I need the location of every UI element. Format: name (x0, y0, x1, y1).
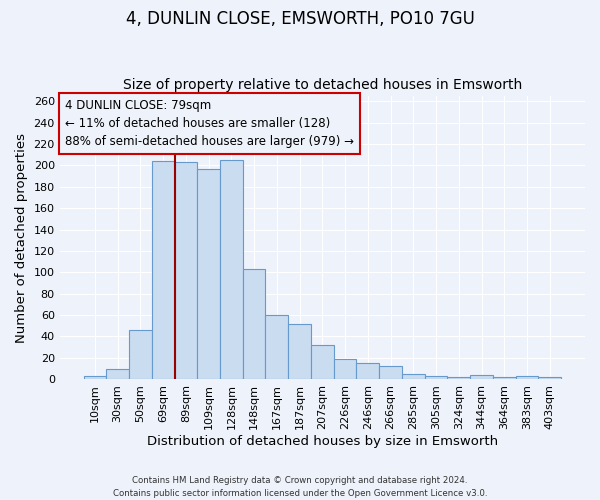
Bar (538, 377, 561, 379)
Bar (265, 315, 288, 379)
Bar (334, 359, 356, 379)
Bar (175, 162, 197, 379)
Bar (83, 376, 106, 379)
Bar (356, 363, 379, 379)
Bar (243, 269, 265, 379)
Text: 4, DUNLIN CLOSE, EMSWORTH, PO10 7GU: 4, DUNLIN CLOSE, EMSWORTH, PO10 7GU (125, 10, 475, 28)
Bar (311, 345, 334, 379)
Bar (425, 376, 448, 379)
Bar (220, 160, 243, 379)
Bar (448, 377, 470, 379)
Bar (129, 330, 152, 379)
Bar (379, 366, 402, 379)
Bar (152, 161, 175, 379)
Bar (493, 377, 515, 379)
Bar (197, 168, 220, 379)
Bar (106, 370, 129, 379)
Title: Size of property relative to detached houses in Emsworth: Size of property relative to detached ho… (123, 78, 522, 92)
Y-axis label: Number of detached properties: Number of detached properties (15, 132, 28, 342)
Text: 4 DUNLIN CLOSE: 79sqm
← 11% of detached houses are smaller (128)
88% of semi-det: 4 DUNLIN CLOSE: 79sqm ← 11% of detached … (65, 99, 354, 148)
Bar (402, 374, 425, 379)
X-axis label: Distribution of detached houses by size in Emsworth: Distribution of detached houses by size … (147, 434, 498, 448)
Bar (288, 324, 311, 379)
Bar (470, 375, 493, 379)
Bar (515, 376, 538, 379)
Text: Contains HM Land Registry data © Crown copyright and database right 2024.
Contai: Contains HM Land Registry data © Crown c… (113, 476, 487, 498)
